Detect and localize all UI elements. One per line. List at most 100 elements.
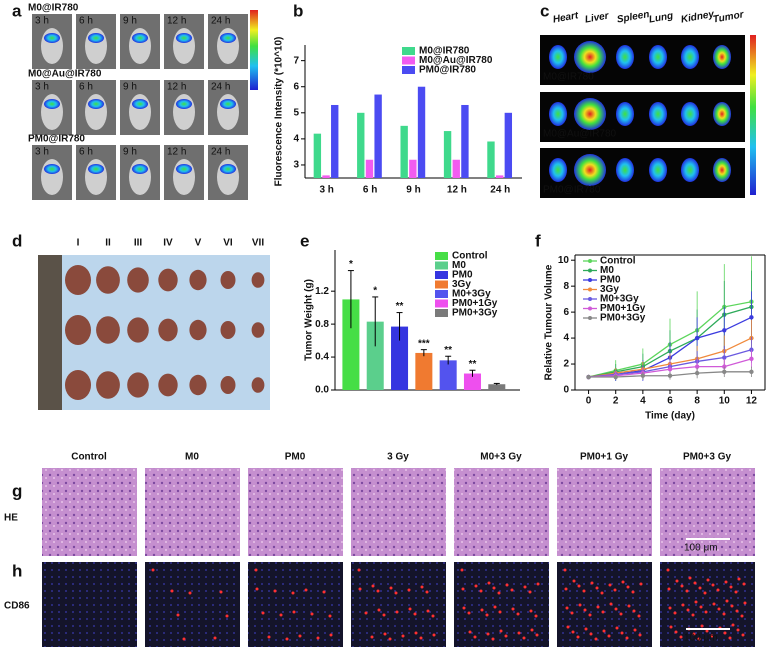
cd86-signal: [480, 608, 484, 612]
cd86-signal: [534, 614, 538, 618]
cd86-signal: [571, 630, 575, 634]
cd86-signal: [725, 599, 729, 603]
tumor: [251, 272, 265, 288]
cd86-signal: [389, 586, 393, 590]
cd86-signal: [710, 634, 714, 638]
significance: **: [444, 345, 452, 356]
cd86-signal: [485, 613, 489, 617]
time-label: 3 h: [35, 16, 49, 27]
cd86-signal: [741, 633, 745, 637]
legend-marker: [588, 297, 592, 301]
cd86-signal: [267, 635, 271, 639]
time-label: 6 h: [79, 16, 93, 27]
cd86-signal: [668, 606, 672, 610]
tumor: [96, 316, 120, 344]
time-label: 24 h: [211, 147, 230, 158]
point: [667, 373, 673, 378]
colorbar: [250, 10, 258, 90]
y-tick-label: 4: [563, 333, 569, 344]
tumor: [65, 315, 91, 345]
cd86-signal: [704, 610, 708, 614]
organ-image: [540, 35, 745, 85]
organ: [574, 154, 606, 186]
cd86-signal: [467, 611, 471, 615]
cd86-signal: [188, 591, 192, 595]
bar: [495, 175, 504, 178]
time-label: 6 h: [79, 82, 93, 93]
cd86-signal: [388, 637, 392, 641]
cd86-signal: [595, 586, 599, 590]
cd86-signal: [505, 583, 509, 587]
signal: [176, 99, 192, 109]
organ: [713, 45, 731, 69]
he-image: [351, 468, 446, 556]
cd86-signal: [583, 608, 587, 612]
cd86-signal: [694, 600, 698, 604]
time-label: 6 h: [79, 147, 93, 158]
panel-g-h: Control M0 PM0 3 Gy M0+3 Gy PM0+1 Gy PM0+3 Gy H…: [4, 452, 755, 647]
he-image: [42, 468, 137, 556]
cd86-signal: [675, 579, 679, 583]
cd86-signal: [729, 585, 733, 589]
tumor: [158, 268, 178, 292]
cd86-signal: [688, 576, 692, 580]
cd86-signal: [577, 584, 581, 588]
x-tick-label: 3 h: [319, 185, 333, 196]
legend-label: Control: [600, 256, 636, 267]
point: [749, 356, 754, 362]
cd86-image: [557, 562, 652, 647]
y-tick-label: 1.2: [315, 286, 329, 297]
panel-label: h: [12, 561, 22, 580]
tumor: [158, 318, 178, 342]
y-axis-label: Relative Tumour Volume: [544, 264, 555, 380]
cd86-signal: [735, 609, 739, 613]
x-tick-label: 4: [640, 396, 646, 407]
cd86-signal: [292, 610, 296, 614]
cd86-signal: [291, 591, 295, 595]
y-tick-label: 2: [563, 359, 569, 370]
point: [640, 373, 646, 378]
y-axis-label: Tumor Weight (g): [304, 279, 315, 361]
ruler: [38, 255, 62, 410]
cd86-signal: [666, 568, 670, 572]
cd86-signal: [474, 584, 478, 588]
signal: [220, 164, 236, 174]
cd86-signal: [706, 578, 710, 582]
point: [749, 347, 754, 352]
signal: [132, 164, 148, 174]
cd86-signal: [497, 591, 501, 595]
cd86-image: [454, 562, 549, 647]
organ: [649, 102, 667, 126]
cd86-signal: [712, 602, 716, 606]
cd86-signal: [613, 588, 617, 592]
x-tick-label: 10: [719, 396, 731, 407]
column-label: 3 Gy: [387, 452, 409, 463]
significance: ***: [418, 338, 430, 349]
organ: [649, 158, 667, 182]
cd86-signal: [681, 603, 685, 607]
cd86-signal: [614, 607, 618, 611]
cd86-signal: [414, 631, 418, 635]
y-tick-label: 0.8: [315, 319, 329, 330]
cd86-signal: [425, 590, 429, 594]
cd86-signal: [711, 583, 715, 587]
cd86-signal: [620, 631, 624, 635]
y-axis-label: Fluorescence Intensity (*10^10): [274, 37, 285, 187]
cd86-signal: [273, 589, 277, 593]
cd86-signal: [570, 611, 574, 615]
signal: [220, 99, 236, 109]
cd86-signal: [572, 579, 576, 583]
cd86-signal: [602, 629, 606, 633]
cd86-image: [42, 562, 137, 647]
cd86-signal: [608, 583, 612, 587]
organ: [616, 158, 634, 182]
cd86-signal: [523, 585, 527, 589]
y-tick-label: 10: [558, 255, 570, 266]
cd86-signal: [724, 580, 728, 584]
cd86-signal: [530, 628, 534, 632]
cd86-signal: [576, 635, 580, 639]
panel-label: e: [300, 231, 309, 250]
cd86-signal: [619, 612, 623, 616]
cd86-signal: [730, 604, 734, 608]
tumor: [65, 370, 91, 400]
